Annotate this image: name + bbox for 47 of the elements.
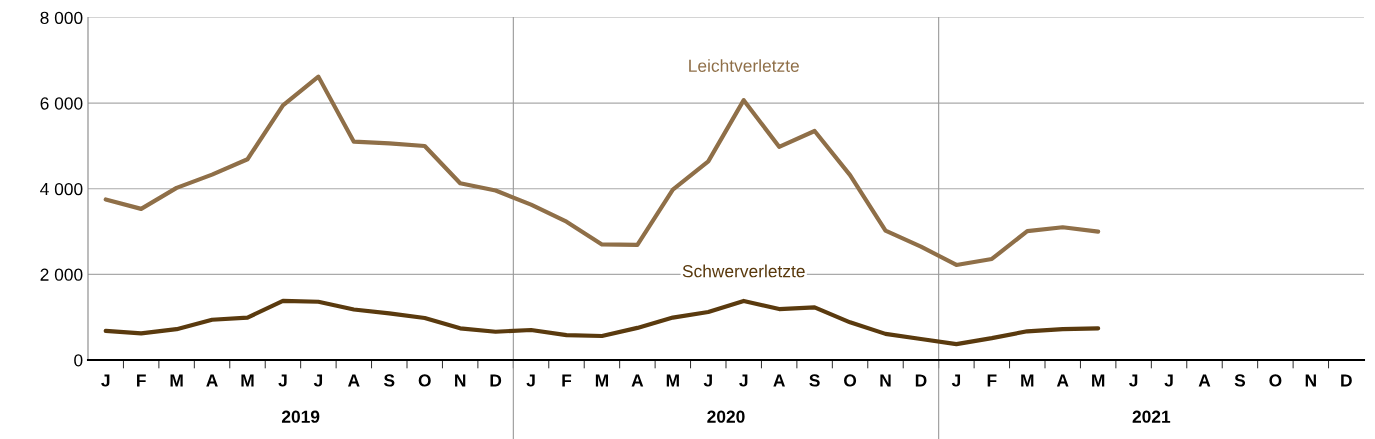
x-tick-label: J bbox=[951, 374, 961, 387]
x-tick-label: M bbox=[241, 374, 254, 387]
x-tick-label: M bbox=[666, 374, 679, 387]
x-tick-label: D bbox=[1341, 374, 1352, 387]
x-tick-label: J bbox=[313, 374, 323, 387]
x-tick-label: F bbox=[562, 374, 572, 387]
y-tick-label: 6 000 bbox=[40, 97, 83, 110]
x-tick-label: M bbox=[595, 374, 609, 387]
text: 2019 bbox=[281, 410, 320, 423]
x-tick-label: D bbox=[915, 374, 927, 387]
x-tick-label: F bbox=[137, 374, 146, 387]
x-tick-label: S bbox=[809, 374, 820, 387]
x-tick-label: O bbox=[1269, 374, 1282, 387]
line-series bbox=[103, 298, 1101, 347]
text: 2020 bbox=[707, 410, 745, 423]
x-tick-label: J bbox=[526, 374, 535, 387]
x-tick-label: A bbox=[1198, 374, 1211, 387]
x-tick-label: J bbox=[739, 374, 748, 387]
x-tick-label: A bbox=[348, 374, 360, 387]
x-tick-label: F bbox=[987, 374, 997, 387]
x-tick-label: A bbox=[206, 374, 218, 387]
x-tick-label: D bbox=[490, 374, 502, 387]
x-tick-label: M bbox=[170, 374, 183, 387]
x-tick-label: O bbox=[844, 374, 857, 387]
x-tick-label: A bbox=[1056, 374, 1069, 387]
x-tick-label: N bbox=[880, 374, 891, 387]
y-tick-label: 2 000 bbox=[40, 268, 83, 281]
y-tick-label: 0 bbox=[74, 354, 83, 367]
y-tick-label: 8 000 bbox=[40, 11, 83, 25]
x-tick-label: S bbox=[383, 374, 395, 387]
series-label: Schwerverletzte bbox=[682, 264, 805, 278]
x-tick-label: A bbox=[773, 374, 785, 387]
x-tick-label: J bbox=[1129, 374, 1138, 387]
x-tick-label: N bbox=[1305, 374, 1316, 387]
x-tick-label: J bbox=[101, 374, 110, 387]
x-tick-label: S bbox=[1234, 374, 1246, 387]
y-tick-label: 4 000 bbox=[40, 182, 83, 196]
text: 2021 bbox=[1132, 410, 1171, 423]
x-tick-label: M bbox=[1021, 374, 1034, 387]
x-tick-label: J bbox=[1164, 374, 1173, 387]
series-label: Leichtverletzte bbox=[689, 59, 799, 72]
x-tick-label: M bbox=[1092, 374, 1105, 387]
x-tick-label: A bbox=[631, 374, 644, 387]
x-tick-label: O bbox=[418, 374, 431, 387]
x-tick-label: J bbox=[278, 374, 287, 387]
x-tick-label: N bbox=[455, 374, 466, 387]
x-tick-label: J bbox=[703, 374, 712, 387]
